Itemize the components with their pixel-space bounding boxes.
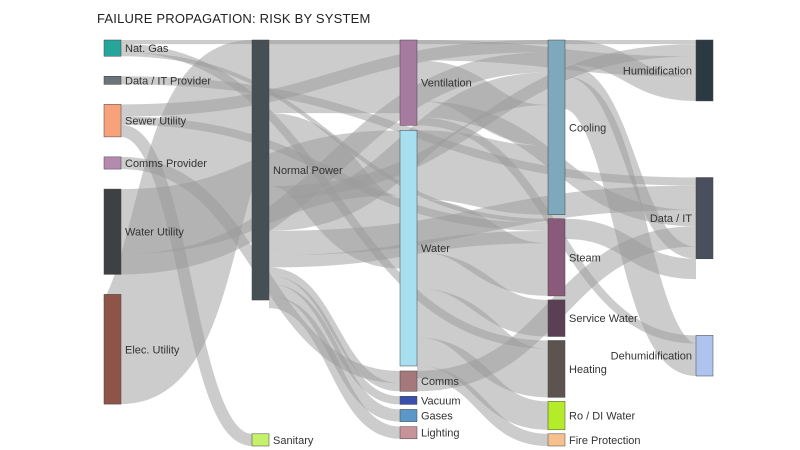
node-cooling[interactable] (547, 39, 566, 215)
link-cooling-humid[interactable] (564, 40, 697, 101)
node-datait[interactable] (695, 177, 714, 260)
link-vent-cooling[interactable] (416, 60, 549, 146)
node-fire[interactable] (547, 433, 566, 447)
node-label-sewer: Sewer Utility (125, 116, 187, 128)
node-label-cooling: Cooling (569, 122, 606, 134)
sankey-labels: Nat. Gas Data / IT Provider Sewer Utility C… (125, 43, 692, 447)
node-vacuum[interactable] (399, 396, 418, 405)
node-heating[interactable] (547, 340, 566, 398)
link-wat-svcwater[interactable] (416, 252, 549, 337)
node-label-water: Water Utility (125, 227, 184, 239)
node-label-vent: Ventilation (421, 78, 472, 90)
node-label-dataprov: Data / IT Provider (125, 75, 211, 87)
node-label-vacuum: Vacuum (421, 395, 461, 407)
node-dataprov[interactable] (103, 76, 122, 85)
link-steam-datait[interactable] (564, 218, 697, 280)
node-steam[interactable] (547, 218, 566, 297)
link-cooling-dehumid[interactable] (561, 76, 700, 376)
link-wat-steam[interactable] (415, 199, 550, 296)
node-water[interactable] (103, 188, 122, 275)
node-label-dehumid: Dehumidification (611, 351, 692, 363)
node-label-humid: Humidification (623, 65, 692, 77)
node-dehumid[interactable] (695, 335, 714, 377)
link-wat-heating[interactable] (415, 288, 550, 398)
node-elec[interactable] (103, 294, 122, 405)
link-normal-comms[interactable] (268, 267, 401, 392)
node-label-datait: Data / IT (650, 213, 692, 225)
link-normal-gases[interactable] (268, 283, 401, 422)
sankey-nodes (103, 39, 714, 447)
node-label-fire: Fire Protection (569, 435, 641, 447)
node-label-normal: Normal Power (273, 165, 343, 177)
node-label-elec: Elec. Utility (125, 344, 180, 356)
link-wat-rodi[interactable] (416, 337, 549, 430)
node-label-commsprov: Comms Provider (125, 158, 207, 170)
node-vent[interactable] (399, 39, 418, 126)
chart-title: FAILURE PROPAGATION: RISK BY SYSTEM (97, 11, 371, 26)
node-label-svcwater: Service Water (569, 313, 638, 325)
node-humid[interactable] (695, 39, 714, 102)
node-lighting[interactable] (399, 426, 418, 440)
node-natgas[interactable] (103, 39, 122, 57)
node-label-rodi: Ro / DI Water (569, 411, 636, 423)
node-label-sanitary: Sanitary (273, 435, 314, 447)
node-label-steam: Steam (569, 252, 601, 264)
link-elec-normal[interactable] (98, 40, 275, 405)
node-comms[interactable] (399, 370, 418, 392)
node-sewer[interactable] (103, 104, 122, 138)
node-label-comms: Comms (421, 376, 459, 388)
link-cooling-datait[interactable] (564, 64, 697, 259)
link-normal-lighting[interactable] (268, 295, 401, 439)
node-normal[interactable] (251, 39, 270, 301)
node-wat[interactable] (399, 130, 418, 367)
node-rodi[interactable] (547, 401, 566, 431)
node-gases[interactable] (399, 409, 418, 422)
node-label-gases: Gases (421, 411, 453, 423)
node-label-wat: Water (421, 243, 450, 255)
node-label-natgas: Nat. Gas (125, 43, 169, 55)
node-svcwater[interactable] (547, 299, 566, 337)
node-label-lighting: Lighting (421, 428, 460, 440)
node-label-heating: Heating (569, 364, 607, 376)
node-sanitary[interactable] (251, 433, 270, 447)
node-commsprov[interactable] (103, 156, 122, 170)
link-wat-cooling[interactable] (416, 130, 549, 215)
